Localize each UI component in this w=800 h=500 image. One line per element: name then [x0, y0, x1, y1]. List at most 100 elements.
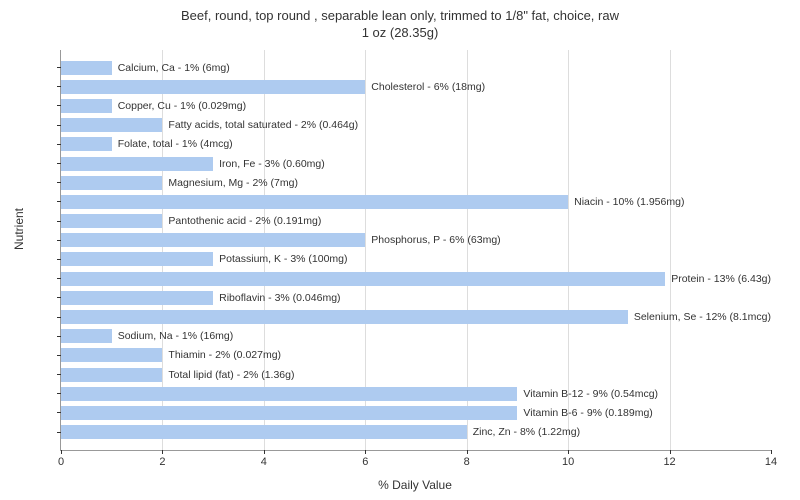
bar-label: Phosphorus, P - 6% (63mg)	[371, 234, 500, 246]
ytick-mark	[57, 412, 61, 413]
ytick-mark	[57, 182, 61, 183]
bar	[61, 118, 162, 132]
xtick-mark	[568, 450, 569, 454]
ytick-mark	[57, 278, 61, 279]
bar-label: Zinc, Zn - 8% (1.22mg)	[473, 426, 580, 438]
bar	[61, 329, 112, 343]
bar	[61, 348, 162, 362]
ytick-mark	[57, 86, 61, 87]
x-axis-label: % Daily Value	[60, 478, 770, 492]
bar-label: Thiamin - 2% (0.027mg)	[168, 349, 281, 361]
xtick-mark	[467, 450, 468, 454]
xtick-label: 2	[159, 456, 165, 468]
xtick-label: 6	[362, 456, 368, 468]
bar	[61, 368, 162, 382]
y-axis-label: Nutrient	[12, 208, 26, 250]
plot-area: 02468101214 Calcium, Ca - 1% (6mg)Choles…	[60, 50, 771, 451]
bar-label: Vitamin B-6 - 9% (0.189mg)	[523, 407, 652, 419]
bar-row: Cholesterol - 6% (18mg)	[61, 79, 771, 95]
ytick-mark	[57, 374, 61, 375]
ytick-mark	[57, 393, 61, 394]
bar	[61, 99, 112, 113]
xtick-label: 8	[464, 456, 470, 468]
xtick-label: 10	[562, 456, 574, 468]
ytick-mark	[57, 221, 61, 222]
bar-label: Total lipid (fat) - 2% (1.36g)	[168, 369, 294, 381]
bar-row: Protein - 13% (6.43g)	[61, 271, 771, 287]
ytick-mark	[57, 297, 61, 298]
bar-label: Riboflavin - 3% (0.046mg)	[219, 292, 340, 304]
ytick-mark	[57, 144, 61, 145]
xtick-label: 0	[58, 456, 64, 468]
ytick-mark	[57, 240, 61, 241]
bar-row: Phosphorus, P - 6% (63mg)	[61, 232, 771, 248]
bar-label: Vitamin B-12 - 9% (0.54mcg)	[523, 388, 658, 400]
bar	[61, 252, 213, 266]
bar-row: Potassium, K - 3% (100mg)	[61, 251, 771, 267]
bar	[61, 233, 365, 247]
bar-row: Zinc, Zn - 8% (1.22mg)	[61, 424, 771, 440]
xtick-mark	[162, 450, 163, 454]
bar-label: Folate, total - 1% (4mcg)	[118, 138, 233, 150]
bar-label: Selenium, Se - 12% (8.1mcg)	[634, 311, 771, 323]
xtick-label: 14	[765, 456, 777, 468]
bar-row: Sodium, Na - 1% (16mg)	[61, 328, 771, 344]
bar-label: Fatty acids, total saturated - 2% (0.464…	[168, 119, 358, 131]
bar-label: Iron, Fe - 3% (0.60mg)	[219, 158, 325, 170]
bar-row: Iron, Fe - 3% (0.60mg)	[61, 156, 771, 172]
bars-container: Calcium, Ca - 1% (6mg) Cholesterol - 6% (…	[61, 58, 771, 442]
bar	[61, 137, 112, 151]
bar-label: Potassium, K - 3% (100mg)	[219, 253, 347, 265]
bar-row: Folate, total - 1% (4mcg)	[61, 136, 771, 152]
ytick-mark	[57, 259, 61, 260]
bar-row: Riboflavin - 3% (0.046mg)	[61, 290, 771, 306]
bar	[61, 291, 213, 305]
bar-label: Calcium, Ca - 1% (6mg)	[118, 62, 230, 74]
bar	[61, 214, 162, 228]
bar-label: Pantothenic acid - 2% (0.191mg)	[168, 215, 321, 227]
bar-row: Thiamin - 2% (0.027mg)	[61, 347, 771, 363]
ytick-mark	[57, 336, 61, 337]
xtick-label: 12	[663, 456, 675, 468]
bar-row: Vitamin B-12 - 9% (0.54mcg)	[61, 386, 771, 402]
ytick-mark	[57, 163, 61, 164]
bar-row: Magnesium, Mg - 2% (7mg)	[61, 175, 771, 191]
xtick-mark	[771, 450, 772, 454]
bar-row: Calcium, Ca - 1% (6mg)	[61, 60, 771, 76]
xtick-mark	[365, 450, 366, 454]
ytick-mark	[57, 355, 61, 356]
bar	[61, 195, 568, 209]
chart-title: Beef, round, top round , separable lean …	[0, 0, 800, 42]
bar-row: Selenium, Se - 12% (8.1mcg)	[61, 309, 771, 325]
bar-row: Pantothenic acid - 2% (0.191mg)	[61, 213, 771, 229]
xtick-label: 4	[261, 456, 267, 468]
bar	[61, 176, 162, 190]
xtick-mark	[670, 450, 671, 454]
title-line-1: Beef, round, top round , separable lean …	[181, 8, 619, 23]
bar-row: Fatty acids, total saturated - 2% (0.464…	[61, 117, 771, 133]
bar	[61, 157, 213, 171]
bar-label: Magnesium, Mg - 2% (7mg)	[168, 177, 298, 189]
bar-label: Niacin - 10% (1.956mg)	[574, 196, 684, 208]
bar	[61, 80, 365, 94]
bar-label: Protein - 13% (6.43g)	[671, 273, 771, 285]
ytick-mark	[57, 317, 61, 318]
ytick-mark	[57, 67, 61, 68]
ytick-mark	[57, 201, 61, 202]
bar-row: Vitamin B-6 - 9% (0.189mg)	[61, 405, 771, 421]
bar-label: Sodium, Na - 1% (16mg)	[118, 330, 234, 342]
bar	[61, 61, 112, 75]
xtick-mark	[61, 450, 62, 454]
bar-label: Cholesterol - 6% (18mg)	[371, 81, 485, 93]
ytick-mark	[57, 125, 61, 126]
bar-row: Niacin - 10% (1.956mg)	[61, 194, 771, 210]
ytick-mark	[57, 432, 61, 433]
bar-label: Copper, Cu - 1% (0.029mg)	[118, 100, 246, 112]
ytick-mark	[57, 105, 61, 106]
xtick-mark	[264, 450, 265, 454]
bar	[61, 310, 628, 324]
bar	[61, 272, 665, 286]
bar-row: Total lipid (fat) - 2% (1.36g)	[61, 367, 771, 383]
bar	[61, 425, 467, 439]
bar-row: Copper, Cu - 1% (0.029mg)	[61, 98, 771, 114]
